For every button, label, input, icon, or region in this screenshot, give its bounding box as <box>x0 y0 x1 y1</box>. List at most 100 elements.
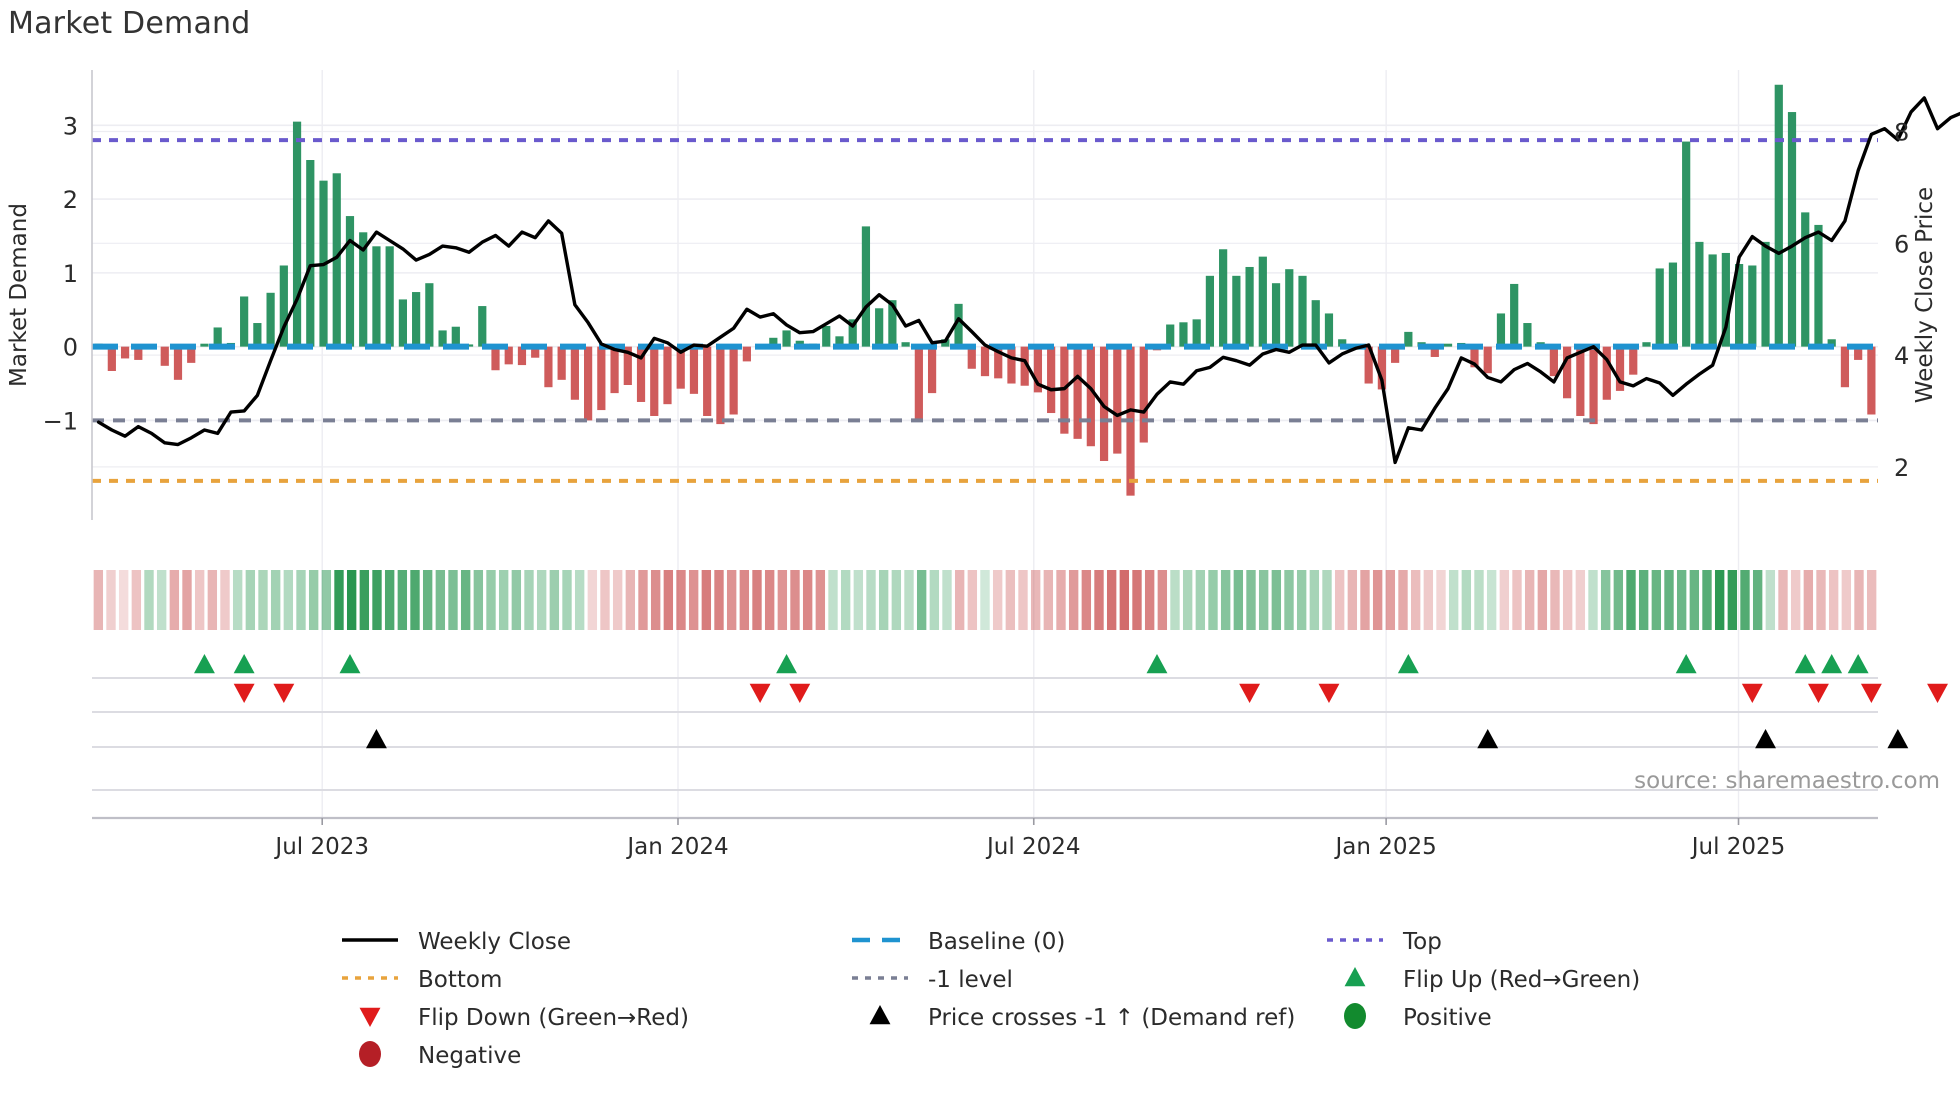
legend-item-label[interactable]: Negative <box>418 1043 521 1069</box>
heatmap-strip <box>93 570 1877 630</box>
demand-bar <box>967 346 976 369</box>
heatmap-cell <box>1144 570 1155 630</box>
demand-bar <box>1549 346 1558 377</box>
heatmap-cell <box>1626 570 1636 630</box>
demand-bar <box>292 121 302 347</box>
demand-bar <box>861 226 871 347</box>
x-tick-label: Jul 2025 <box>1690 834 1786 860</box>
heatmap-cell <box>549 570 560 630</box>
heatmap-cell <box>638 570 648 630</box>
heatmap-cell <box>232 570 243 630</box>
heatmap-cell <box>524 570 534 630</box>
legend-item-label[interactable]: Flip Down (Green→Red) <box>418 1005 689 1031</box>
page-title: Market Demand <box>8 6 251 41</box>
heatmap-cell <box>1208 570 1218 630</box>
legend-item-label[interactable]: Positive <box>1403 1005 1492 1031</box>
heatmap-cell <box>802 570 813 630</box>
heatmap-cell <box>1132 570 1142 630</box>
demand-bar <box>1470 346 1479 368</box>
demand-bar <box>716 346 725 425</box>
flip-up-marker <box>1146 654 1168 674</box>
heatmap-cell <box>1334 570 1345 630</box>
heatmap-cell <box>1398 570 1408 630</box>
demand-bar <box>835 336 844 347</box>
x-tick-label: Jul 2023 <box>273 834 369 860</box>
demand-bar <box>636 346 646 402</box>
demand-bar <box>1338 339 1347 347</box>
signal-markers <box>194 654 1948 749</box>
flip-up-marker <box>1675 654 1697 674</box>
demand-bar <box>1748 265 1757 347</box>
legend-item-label[interactable]: Baseline (0) <box>928 929 1065 955</box>
demand-bar <box>464 344 474 347</box>
demand-bar <box>1801 212 1810 347</box>
flip-up-marker <box>1794 654 1816 674</box>
heatmap-cell <box>448 570 458 630</box>
flip-down-marker <box>273 683 295 703</box>
heatmap-cell <box>1714 570 1725 630</box>
heatmap-cell <box>562 570 572 630</box>
heatmap-cell <box>1524 570 1535 630</box>
heatmap-cell <box>853 570 864 630</box>
legend-item-label[interactable]: Flip Up (Red→Green) <box>1403 967 1640 993</box>
heatmap-cell <box>460 570 471 630</box>
flip-down-marker <box>1239 683 1261 703</box>
demand-bar <box>279 265 288 347</box>
legend-item-label[interactable]: Bottom <box>418 967 502 993</box>
demand-bar <box>1285 269 1294 347</box>
demand-bar <box>1721 252 1730 347</box>
heatmap-cell <box>321 570 332 630</box>
demand-bar <box>478 306 487 347</box>
demand-bar <box>187 346 196 363</box>
demand-bar <box>610 346 619 394</box>
chart-legend[interactable]: Weekly Close Baseline (0) Top Bottom -1 leve… <box>342 929 1640 1069</box>
heatmap-cell <box>258 570 268 630</box>
y-tick-left: 0 <box>63 334 78 362</box>
heatmap-cell <box>1182 570 1193 630</box>
legend-item-label[interactable]: Top <box>1402 929 1442 955</box>
demand-bar <box>1391 346 1400 363</box>
legend-item-label[interactable]: -1 level <box>928 967 1013 993</box>
flip-up-marker <box>1821 654 1843 674</box>
demand-bar <box>517 346 527 366</box>
demand-bar <box>1192 319 1201 347</box>
heatmap-cell <box>840 570 851 630</box>
heatmap-cell <box>1841 570 1852 630</box>
demand-bar <box>941 339 950 347</box>
demand-bar <box>425 283 434 347</box>
legend-item-label[interactable]: Price crosses -1 ↑ (Demand ref) <box>928 1005 1295 1031</box>
heatmap-cell <box>498 570 509 630</box>
heatmap-cell <box>1486 570 1497 630</box>
heatmap-cell <box>1322 570 1332 630</box>
demand-bar <box>1576 346 1585 416</box>
heatmap-cell <box>1246 570 1256 630</box>
demand-bar <box>1443 343 1453 347</box>
legend-item-label[interactable]: Weekly Close <box>418 929 571 955</box>
gridlines <box>92 70 1878 818</box>
demand-bar <box>1563 346 1572 399</box>
heatmap-cell <box>346 570 357 630</box>
demand-bar <box>875 308 884 347</box>
heatmap-cell <box>967 570 978 630</box>
demand-bar <box>1430 346 1439 357</box>
demand-bar <box>359 232 368 347</box>
demand-bar <box>1840 346 1850 388</box>
heatmap-cell <box>1702 570 1712 630</box>
weekly-close-path <box>96 96 1960 465</box>
y-tick-right: 6 <box>1894 230 1909 258</box>
price-cross-marker <box>1887 729 1909 749</box>
legend-circle-icon <box>1344 1003 1366 1029</box>
heatmap-cell <box>726 570 737 630</box>
heatmap-cell <box>1005 570 1016 630</box>
heatmap-cell <box>1372 570 1383 630</box>
demand-bar <box>782 330 791 347</box>
heatmap-cell <box>828 570 838 630</box>
flip-up-marker <box>776 654 798 674</box>
heatmap-cell <box>1271 570 1282 630</box>
heatmap-cell <box>220 570 230 630</box>
demand-bar <box>1007 346 1016 384</box>
heatmap-cell <box>1474 570 1484 630</box>
heatmap-cell <box>283 570 294 630</box>
heatmap-cell <box>1423 570 1434 630</box>
axis-tick-labels: −1 0 1 2 3 2 4 6 8 Jul 2023 Jan 2024 Jul 2024 Jan 20… <box>43 112 1910 860</box>
